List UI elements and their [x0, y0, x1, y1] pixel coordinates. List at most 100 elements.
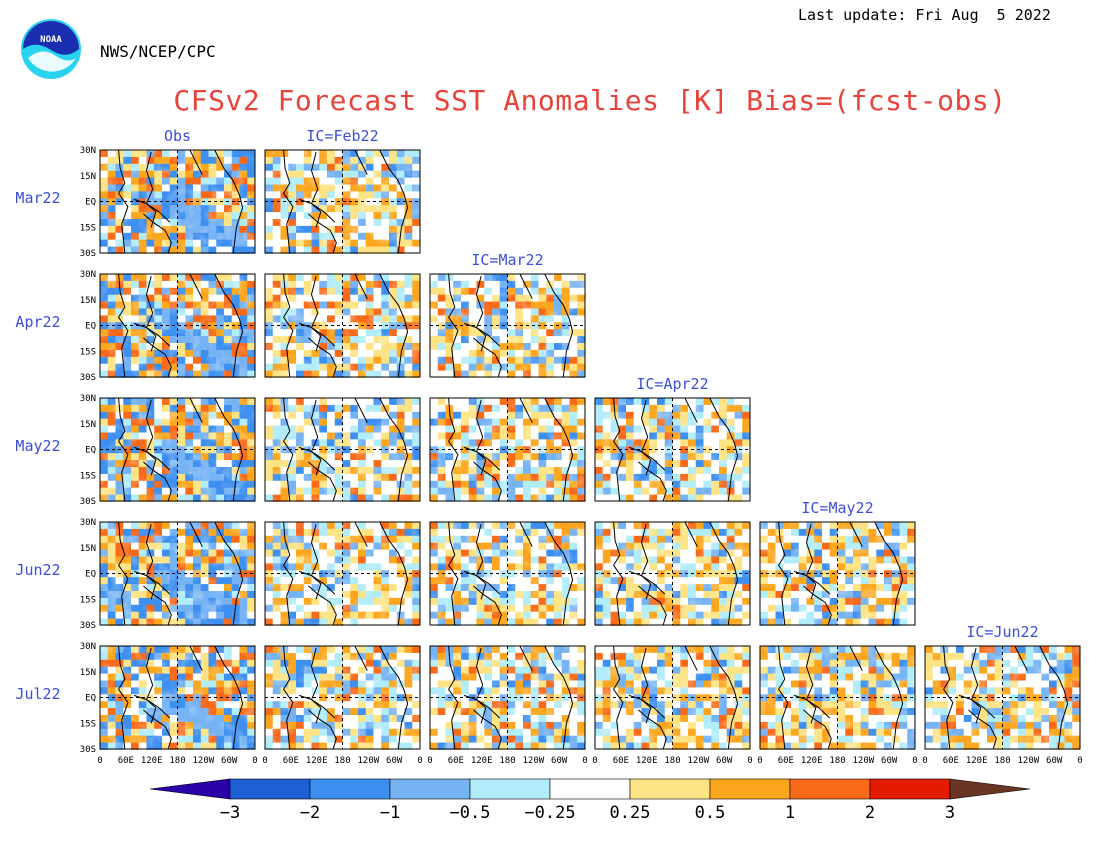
- colorbar-segment: [629, 778, 711, 800]
- column-header: Obs: [164, 127, 191, 145]
- panel-Jul22-IC=May22: [759, 645, 916, 750]
- row-label: Apr22: [15, 313, 60, 331]
- x-tick-label: 120E: [966, 756, 988, 766]
- column-header: IC=Feb22: [306, 127, 378, 145]
- x-tick-label: 180: [499, 756, 515, 766]
- x-tick-label: 120E: [801, 756, 823, 766]
- colorbar-arrow-low: [149, 778, 231, 800]
- y-tick-label: 15N: [80, 420, 96, 430]
- column-header: IC=Jun22: [966, 623, 1038, 641]
- x-tick-label: 60E: [118, 756, 134, 766]
- row-label: Mar22: [15, 189, 60, 207]
- x-tick-label: 120W: [852, 756, 874, 766]
- y-tick-label: 30S: [80, 621, 96, 631]
- x-tick-label: 0: [922, 756, 927, 766]
- x-tick-label: 120E: [636, 756, 658, 766]
- colorbar-level-label: 0.5: [695, 803, 726, 823]
- x-tick-label: 60W: [386, 756, 403, 766]
- agency-name: NWS/NCEP/CPC: [100, 42, 216, 61]
- x-tick-label: 60W: [1046, 756, 1063, 766]
- y-tick-label: EQ: [85, 322, 96, 332]
- panel-Jul22-IC=Feb22: [264, 645, 421, 750]
- colorbar-segment: [229, 778, 311, 800]
- y-tick-label: 15S: [80, 223, 96, 233]
- x-tick-label: 120E: [141, 756, 163, 766]
- panel-Apr22-IC=Mar22: [429, 273, 586, 378]
- x-tick-label: 120W: [687, 756, 709, 766]
- x-tick-label: 0: [427, 756, 432, 766]
- x-tick-label: 180: [994, 756, 1010, 766]
- column-header: IC=May22: [801, 499, 873, 517]
- x-tick-label: 0: [757, 756, 762, 766]
- x-tick-label: 60E: [778, 756, 794, 766]
- column-header: IC=Mar22: [471, 251, 543, 269]
- x-tick-label: 180: [664, 756, 680, 766]
- panel-Jul22-IC=Mar22: [429, 645, 586, 750]
- panel-Apr22-Obs: [99, 273, 256, 378]
- x-tick-label: 180: [829, 756, 845, 766]
- y-tick-label: 15N: [80, 172, 96, 182]
- panel-Jul22-IC=Apr22: [594, 645, 751, 750]
- x-tick-label: 0: [1077, 756, 1082, 766]
- x-tick-label: 0: [97, 756, 102, 766]
- x-tick-label: 0: [417, 756, 422, 766]
- x-tick-label: 0: [252, 756, 257, 766]
- colorbar-level-label: −2: [300, 803, 320, 823]
- colorbar-segment: [389, 778, 471, 800]
- row-label: May22: [15, 437, 60, 455]
- x-tick-label: 60E: [613, 756, 629, 766]
- colorbar-segment: [789, 778, 871, 800]
- panel-Jun22-IC=Feb22: [264, 521, 421, 626]
- colorbar-level-label: 0.25: [610, 803, 651, 823]
- colorbar-segment: [549, 778, 631, 800]
- colorbar-level-label: −1: [380, 803, 400, 823]
- colorbar-level-label: −0.5: [450, 803, 491, 823]
- y-tick-label: 15S: [80, 347, 96, 357]
- x-tick-label: 120W: [192, 756, 214, 766]
- y-tick-label: 30N: [80, 146, 96, 156]
- row-label: Jul22: [15, 685, 60, 703]
- panel-Jun22-IC=Apr22: [594, 521, 751, 626]
- y-tick-label: 30S: [80, 497, 96, 507]
- y-tick-label: EQ: [85, 694, 96, 704]
- y-tick-label: 30S: [80, 745, 96, 755]
- x-tick-label: 120E: [306, 756, 328, 766]
- panel-Apr22-IC=Feb22: [264, 273, 421, 378]
- colorbar-level-label: 1: [785, 803, 795, 823]
- noaa-logo: NOAA: [21, 19, 81, 79]
- x-tick-label: 60E: [283, 756, 299, 766]
- y-tick-label: 15N: [80, 296, 96, 306]
- x-tick-label: 120E: [471, 756, 493, 766]
- panel-Mar22-IC=Feb22: [264, 149, 421, 254]
- y-tick-label: EQ: [85, 446, 96, 456]
- x-tick-label: 60E: [448, 756, 464, 766]
- colorbar-arrow-high: [949, 778, 1031, 800]
- column-header: IC=Apr22: [636, 375, 708, 393]
- main-title: CFSv2 Forecast SST Anomalies [K] Bias=(f…: [173, 84, 1007, 117]
- x-tick-label: 60W: [551, 756, 568, 766]
- x-tick-label: 120W: [522, 756, 544, 766]
- x-tick-label: 60E: [943, 756, 959, 766]
- colorbar-level-label: −0.25: [524, 803, 575, 823]
- panel-Jul22-IC=Jun22: [924, 645, 1081, 750]
- x-tick-label: 180: [169, 756, 185, 766]
- x-tick-label: 60W: [221, 756, 238, 766]
- panel-Jun22-Obs: [99, 521, 256, 626]
- colorbar-segment: [309, 778, 391, 800]
- y-tick-label: 30N: [80, 642, 96, 652]
- y-tick-label: 30S: [80, 373, 96, 383]
- y-tick-label: 15S: [80, 595, 96, 605]
- y-tick-label: 30S: [80, 249, 96, 259]
- panel-Jun22-IC=May22: [759, 521, 916, 626]
- y-tick-label: 15S: [80, 471, 96, 481]
- x-tick-label: 0: [912, 756, 917, 766]
- y-tick-label: EQ: [85, 570, 96, 580]
- y-tick-label: 15S: [80, 719, 96, 729]
- panel-May22-IC=Mar22: [429, 397, 586, 502]
- panel-May22-IC=Apr22: [594, 397, 751, 502]
- last-update-text: Last update: Fri Aug 5 2022: [798, 6, 1051, 24]
- colorbar-level-label: −3: [220, 803, 240, 823]
- panel-Mar22-Obs: [99, 149, 256, 254]
- x-tick-label: 0: [592, 756, 597, 766]
